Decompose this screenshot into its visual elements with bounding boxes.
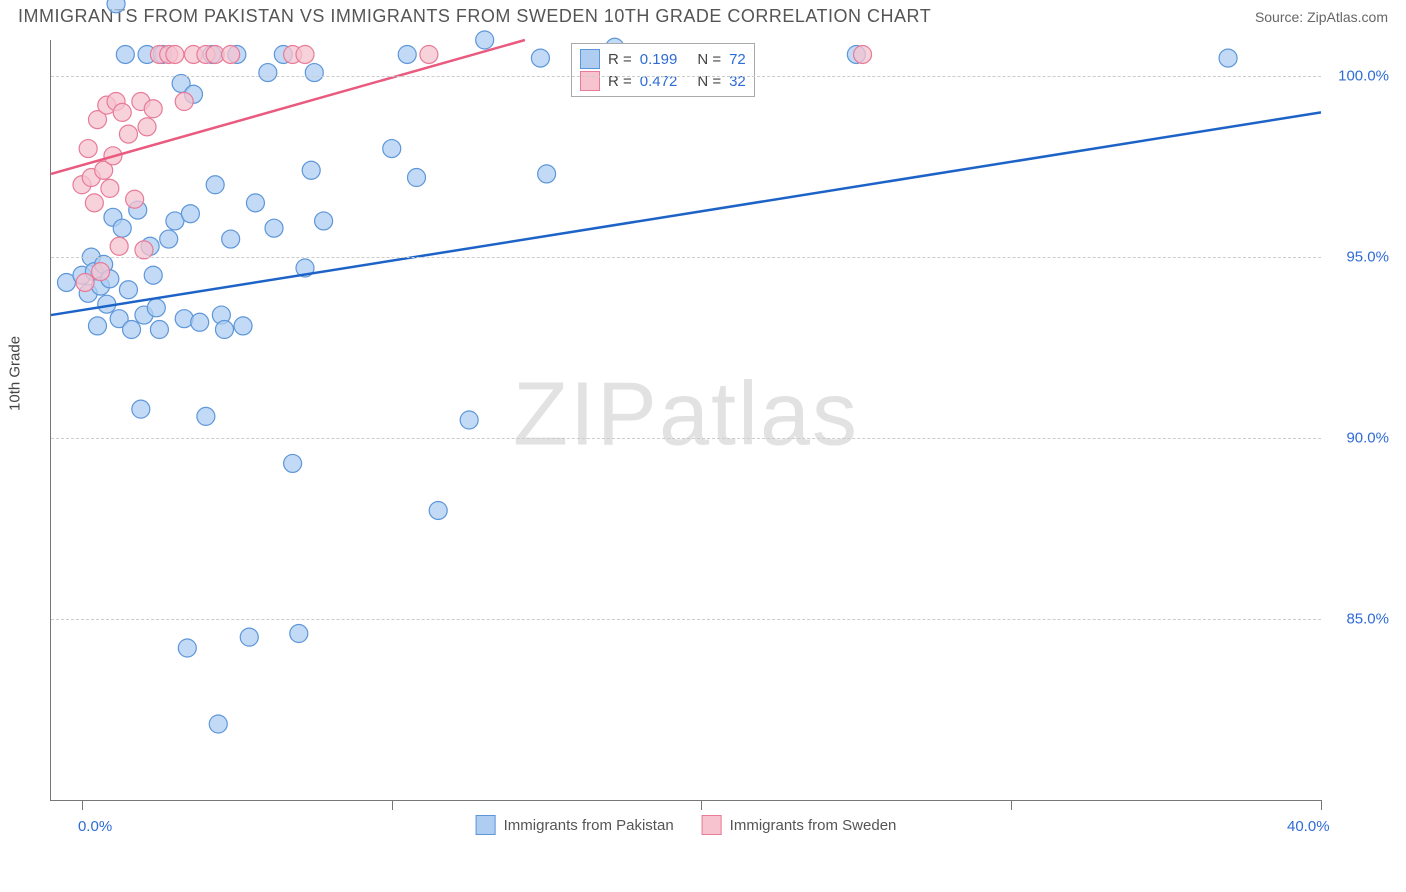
y-tick-label: 90.0% bbox=[1346, 430, 1389, 447]
data-point bbox=[138, 118, 156, 136]
data-point bbox=[1219, 49, 1237, 67]
x-tick-label: 0.0% bbox=[78, 818, 112, 835]
x-tick bbox=[1011, 800, 1012, 810]
x-tick bbox=[701, 800, 702, 810]
gridline bbox=[51, 438, 1321, 439]
data-point bbox=[191, 313, 209, 331]
data-point bbox=[398, 45, 416, 63]
data-point bbox=[160, 230, 178, 248]
data-point bbox=[85, 194, 103, 212]
data-point bbox=[429, 501, 447, 519]
legend-item-sweden: Immigrants from Sweden bbox=[702, 814, 897, 836]
y-tick-label: 85.0% bbox=[1346, 611, 1389, 628]
y-tick-label: 95.0% bbox=[1346, 249, 1389, 266]
series-legend: Immigrants from Pakistan Immigrants from… bbox=[476, 814, 897, 836]
swatch-pakistan bbox=[476, 815, 496, 835]
data-point bbox=[144, 266, 162, 284]
data-point bbox=[88, 317, 106, 335]
data-point bbox=[315, 212, 333, 230]
data-point bbox=[284, 454, 302, 472]
scatter-plot bbox=[51, 40, 1321, 800]
chart-title: IMMIGRANTS FROM PAKISTAN VS IMMIGRANTS F… bbox=[18, 6, 931, 27]
source-name: ZipAtlas.com bbox=[1307, 9, 1388, 25]
chart-container: 10th Grade ZIPatlas R = 0.199 N = 72 R =… bbox=[50, 40, 1390, 840]
data-point bbox=[132, 400, 150, 418]
data-point bbox=[240, 628, 258, 646]
source-prefix: Source: bbox=[1255, 9, 1307, 25]
source-attribution: Source: ZipAtlas.com bbox=[1255, 9, 1388, 25]
n-value-sweden: 32 bbox=[729, 73, 746, 90]
data-point bbox=[126, 190, 144, 208]
data-point bbox=[197, 407, 215, 425]
gridline bbox=[51, 257, 1321, 258]
swatch-sweden bbox=[580, 71, 600, 91]
data-point bbox=[234, 317, 252, 335]
data-point bbox=[79, 140, 97, 158]
x-tick bbox=[82, 800, 83, 810]
data-point bbox=[147, 299, 165, 317]
data-point bbox=[119, 281, 137, 299]
data-point bbox=[538, 165, 556, 183]
gridline bbox=[51, 619, 1321, 620]
data-point bbox=[110, 237, 128, 255]
data-point bbox=[222, 45, 240, 63]
data-point bbox=[383, 140, 401, 158]
r-value-sweden: 0.472 bbox=[640, 73, 678, 90]
data-point bbox=[123, 321, 141, 339]
data-point bbox=[296, 45, 314, 63]
plot-area: ZIPatlas R = 0.199 N = 72 R = 0.472 N = … bbox=[50, 40, 1321, 801]
data-point bbox=[290, 625, 308, 643]
data-point bbox=[408, 169, 426, 187]
data-point bbox=[476, 31, 494, 49]
data-point bbox=[144, 100, 162, 118]
data-point bbox=[181, 205, 199, 223]
data-point bbox=[116, 45, 134, 63]
n-label: N = bbox=[697, 73, 721, 90]
data-point bbox=[175, 93, 193, 111]
legend-row-pakistan: R = 0.199 N = 72 bbox=[580, 48, 746, 70]
data-point bbox=[92, 263, 110, 281]
x-tick bbox=[392, 800, 393, 810]
data-point bbox=[305, 64, 323, 82]
series-label-sweden: Immigrants from Sweden bbox=[730, 817, 897, 834]
data-point bbox=[150, 321, 168, 339]
data-point bbox=[420, 45, 438, 63]
series-label-pakistan: Immigrants from Pakistan bbox=[504, 817, 674, 834]
r-value-pakistan: 0.199 bbox=[640, 51, 678, 68]
n-value-pakistan: 72 bbox=[729, 51, 746, 68]
y-tick-label: 100.0% bbox=[1338, 68, 1389, 85]
data-point bbox=[101, 179, 119, 197]
r-label: R = bbox=[608, 73, 632, 90]
data-point bbox=[209, 715, 227, 733]
r-label: R = bbox=[608, 51, 632, 68]
data-point bbox=[302, 161, 320, 179]
data-point bbox=[854, 45, 872, 63]
data-point bbox=[265, 219, 283, 237]
data-point bbox=[166, 45, 184, 63]
data-point bbox=[76, 273, 94, 291]
x-tick-label: 40.0% bbox=[1287, 818, 1330, 835]
data-point bbox=[113, 103, 131, 121]
data-point bbox=[119, 125, 137, 143]
swatch-pakistan bbox=[580, 49, 600, 69]
data-point bbox=[460, 411, 478, 429]
y-axis-title: 10th Grade bbox=[7, 336, 24, 411]
correlation-legend: R = 0.199 N = 72 R = 0.472 N = 32 bbox=[571, 43, 755, 97]
data-point bbox=[246, 194, 264, 212]
legend-item-pakistan: Immigrants from Pakistan bbox=[476, 814, 674, 836]
data-point bbox=[178, 639, 196, 657]
data-point bbox=[222, 230, 240, 248]
legend-row-sweden: R = 0.472 N = 32 bbox=[580, 70, 746, 92]
x-tick bbox=[1321, 800, 1322, 810]
swatch-sweden bbox=[702, 815, 722, 835]
trend-line bbox=[51, 112, 1321, 315]
gridline bbox=[51, 76, 1321, 77]
data-point bbox=[107, 0, 125, 13]
data-point bbox=[113, 219, 131, 237]
data-point bbox=[259, 64, 277, 82]
n-label: N = bbox=[697, 51, 721, 68]
data-point bbox=[531, 49, 549, 67]
data-point bbox=[206, 176, 224, 194]
data-point bbox=[215, 321, 233, 339]
